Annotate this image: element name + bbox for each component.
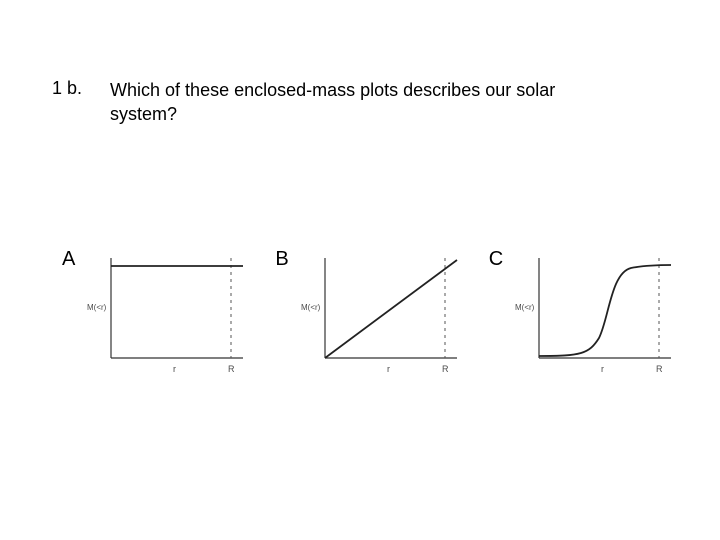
question-text: Which of these enclosed-mass plots descr…: [110, 78, 610, 127]
x-max-label: R: [228, 364, 235, 374]
y-label: M(<r): [515, 303, 535, 312]
plot-group-c: C M(<r) r R: [489, 248, 681, 378]
plot-label-c: C: [489, 248, 503, 271]
plots-row: A M(<r) r R B M(<r) r R C M: [62, 248, 681, 378]
question-row: 1 b. Which of these enclosed-mass plots …: [52, 78, 610, 127]
plot-c: M(<r) r R: [511, 248, 681, 378]
plot-a: M(<r) r R: [83, 248, 253, 378]
x-max-label: R: [442, 364, 449, 374]
curve-b: [325, 260, 457, 358]
y-label: M(<r): [301, 303, 321, 312]
plot-label-b: B: [275, 248, 288, 271]
plot-label-a: A: [62, 248, 75, 271]
question-number: 1 b.: [52, 78, 82, 99]
curve-c: [539, 265, 671, 356]
plot-group-a: A M(<r) r R: [62, 248, 253, 378]
x-label: r: [387, 364, 390, 374]
y-label: M(<r): [87, 303, 107, 312]
x-label: r: [601, 364, 604, 374]
x-max-label: R: [656, 364, 663, 374]
plot-group-b: B M(<r) r R: [275, 248, 466, 378]
plot-b: M(<r) r R: [297, 248, 467, 378]
x-label: r: [173, 364, 176, 374]
